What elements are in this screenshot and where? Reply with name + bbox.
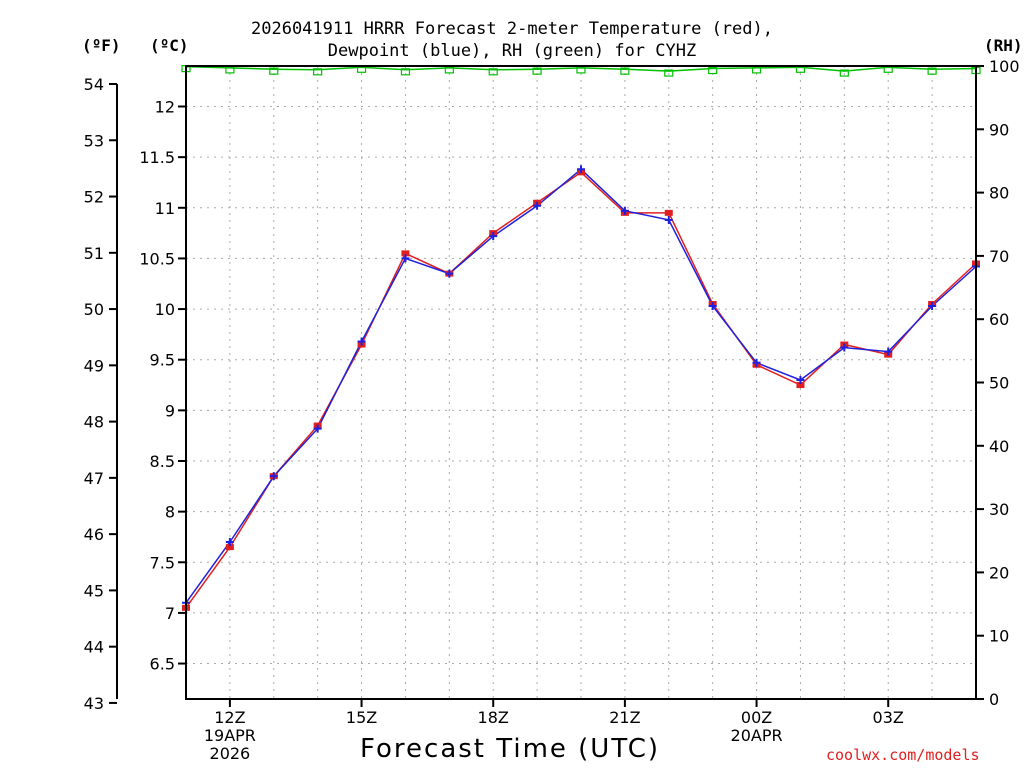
dewpoint-point [884, 347, 893, 356]
rh-unit-label: (RH) [984, 36, 1023, 55]
dewpoint-point [489, 232, 498, 241]
x-tick-label: 03Z [873, 708, 904, 727]
dewpoint-point [620, 206, 629, 215]
x-tick-label: 2026 [210, 744, 251, 763]
celsius-tick-label: 6.5 [150, 655, 175, 674]
celsius-tick-label: 9 [165, 401, 175, 420]
celsius-tick-label: 10 [155, 300, 175, 319]
fahrenheit-tick-label: 52 [84, 188, 104, 207]
celsius-tick-label: 8.5 [150, 452, 175, 471]
fahrenheit-tick-label: 48 [84, 413, 104, 432]
rh-point [708, 66, 718, 75]
rh-tick-label: 80 [989, 184, 1009, 203]
x-tick-label: 20APR [731, 726, 783, 745]
rh-tick-label: 40 [989, 437, 1009, 456]
x-tick-label: 21Z [609, 708, 640, 727]
dewpoint-point [664, 215, 673, 224]
celsius-unit-label: (ºC) [150, 36, 189, 55]
rh-point [400, 68, 411, 76]
fahrenheit-tick-label: 54 [84, 75, 104, 94]
dewpoint-point [313, 424, 322, 433]
celsius-tick-label: 8 [165, 503, 175, 522]
chart-title-line2: Dewpoint (blue), RH (green) for CYHZ [327, 41, 697, 61]
dewpoint-point [708, 302, 717, 311]
fahrenheit-tick-label: 45 [84, 581, 104, 600]
dewpoint-point [533, 201, 542, 210]
x-axis-title: Forecast Time (UTC) [359, 734, 660, 764]
fahrenheit-tick-label: 46 [84, 525, 104, 544]
fahrenheit-unit-label: (ºF) [82, 36, 121, 55]
temperature-point [664, 209, 673, 216]
fahrenheit-tick-label: 44 [84, 638, 104, 657]
rh-tick-label: 70 [989, 247, 1009, 266]
fahrenheit-tick-label: 49 [84, 356, 104, 375]
x-tick-label: 00Z [741, 708, 772, 727]
celsius-tick-label: 12 [155, 98, 175, 117]
dewpoint-point [269, 472, 278, 481]
chart-title-line1: 2026041911 HRRR Forecast 2-meter Tempera… [251, 19, 773, 39]
dewpoint-point [357, 337, 366, 346]
x-tick-label: 18Z [478, 708, 509, 727]
rh-point [839, 69, 849, 77]
fahrenheit-tick-label: 43 [84, 694, 104, 713]
rh-tick-label: 100 [989, 57, 1020, 76]
celsius-tick-label: 11 [155, 199, 175, 218]
dewpoint-point [928, 302, 937, 311]
rh-point [269, 67, 279, 75]
celsius-tick-label: 7 [165, 604, 175, 623]
rh-point [488, 68, 498, 76]
credit-link[interactable]: coolwx.com/models [826, 746, 980, 764]
rh-tick-label: 20 [989, 563, 1009, 582]
rh-tick-label: 0 [989, 690, 999, 709]
temperature-point [225, 544, 234, 551]
rh-tick-label: 30 [989, 500, 1009, 519]
dewpoint-point [577, 165, 585, 174]
celsius-tick-label: 9.5 [150, 351, 175, 370]
rh-line [185, 65, 977, 72]
temperature-point [796, 382, 805, 389]
rh-tick-label: 50 [989, 374, 1009, 393]
temperature-point [401, 250, 410, 257]
celsius-tick-label: 7.5 [150, 553, 175, 572]
x-tick-label: 15Z [346, 708, 377, 727]
rh-point [620, 67, 630, 75]
x-tick-label: 12Z [214, 708, 245, 727]
plot-frame [185, 65, 977, 700]
dewpoint-point [796, 375, 805, 384]
rh-point [313, 68, 323, 76]
dewpoint-point [401, 254, 410, 263]
dewpoint-point [752, 358, 761, 367]
dewpoint-point [840, 343, 849, 352]
rh-point [927, 67, 937, 75]
fahrenheit-tick-label: 47 [84, 469, 104, 488]
x-tick-label: 19APR [204, 726, 256, 745]
fahrenheit-tick-label: 50 [84, 300, 104, 319]
dewpoint-point [225, 538, 234, 547]
rh-tick-label: 60 [989, 310, 1009, 329]
fahrenheit-tick-label: 53 [84, 131, 104, 150]
rh-tick-label: 90 [989, 120, 1009, 139]
rh-point [532, 67, 542, 75]
fahrenheit-tick-label: 51 [84, 244, 104, 263]
rh-point [664, 69, 674, 77]
celsius-tick-label: 10.5 [139, 249, 175, 268]
dewpoint-point [445, 269, 454, 278]
rh-tick-label: 10 [989, 627, 1009, 646]
celsius-tick-label: 11.5 [139, 148, 175, 167]
